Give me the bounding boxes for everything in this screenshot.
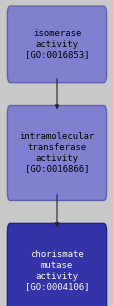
Text: isomerase
activity
[GO:0016853]: isomerase activity [GO:0016853] [25, 29, 88, 60]
FancyBboxPatch shape [7, 223, 106, 306]
Text: intramolecular
transferase
activity
[GO:0016866]: intramolecular transferase activity [GO:… [19, 132, 94, 174]
FancyBboxPatch shape [7, 6, 106, 83]
FancyBboxPatch shape [7, 106, 106, 200]
Text: chorismate
mutase
activity
[GO:0004106]: chorismate mutase activity [GO:0004106] [25, 250, 88, 291]
